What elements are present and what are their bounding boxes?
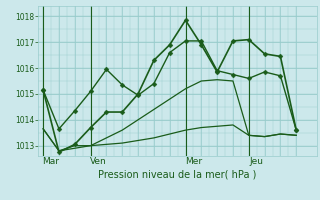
X-axis label: Pression niveau de la mer( hPa ): Pression niveau de la mer( hPa )	[99, 169, 257, 179]
